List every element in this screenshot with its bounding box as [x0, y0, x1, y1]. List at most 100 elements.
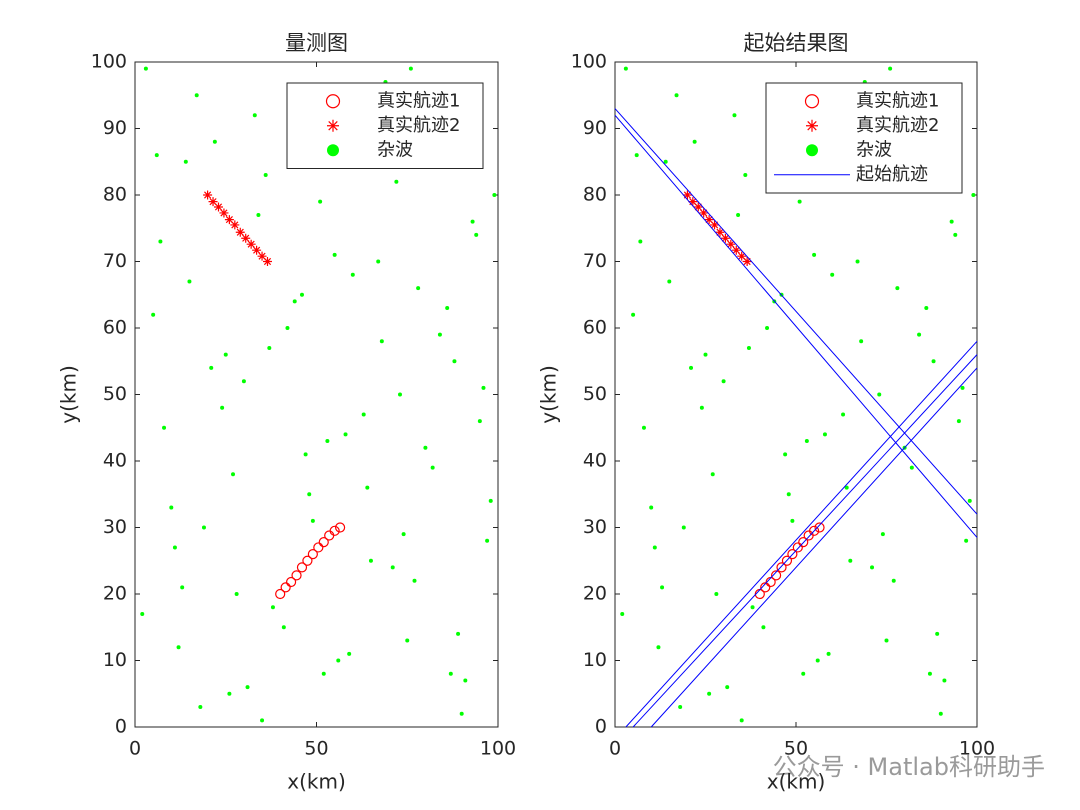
clutter-point	[180, 585, 185, 590]
clutter-point	[263, 173, 268, 178]
clutter-point	[347, 651, 352, 656]
track-point	[252, 245, 262, 255]
y-tick-label: 60	[583, 317, 607, 339]
legend-label: 真实航迹2	[377, 115, 460, 136]
y-tick-label: 90	[583, 117, 607, 139]
clutter-point	[891, 578, 896, 583]
clutter-point	[967, 498, 972, 503]
clutter-point	[220, 405, 225, 410]
clutter-point	[390, 565, 395, 570]
clutter-point	[151, 312, 156, 317]
clutter-point	[397, 392, 402, 397]
track-point	[296, 562, 308, 573]
clutter-point	[783, 452, 788, 457]
track-line	[614, 108, 978, 728]
track-point	[257, 251, 267, 261]
clutter-point	[815, 658, 820, 663]
track-point	[798, 537, 809, 548]
legend-label: 杂波	[856, 139, 892, 160]
clutter-point	[361, 412, 366, 417]
clutter-point	[445, 306, 450, 311]
clutter-point	[909, 465, 914, 470]
clutter-point	[162, 425, 167, 430]
y-tick-label: 10	[583, 649, 607, 671]
legend-swatch	[804, 94, 820, 109]
clutter-point	[169, 505, 174, 510]
clutter-point	[281, 625, 286, 630]
clutter-point	[379, 339, 384, 344]
clutter-point	[641, 425, 646, 430]
clutter-point	[140, 611, 145, 616]
y-tick-label: 30	[583, 516, 607, 538]
legend-swatch	[806, 119, 818, 132]
chart-title: 量测图	[285, 31, 348, 55]
track-point	[814, 522, 825, 533]
clutter-point	[485, 538, 490, 543]
clutter-point	[209, 365, 214, 370]
clutter-point	[350, 272, 355, 277]
clutter-point	[826, 651, 831, 656]
clutter-point	[880, 532, 885, 537]
clutter-point	[172, 545, 177, 550]
clutter-point	[746, 345, 751, 350]
clutter-point	[405, 638, 410, 643]
track-point	[313, 542, 324, 553]
clutter-point	[470, 219, 475, 224]
clutter-point	[801, 671, 806, 676]
clutter-point	[656, 645, 661, 650]
legend-box	[286, 82, 484, 169]
clutter-point	[227, 691, 232, 696]
clutter-point	[689, 365, 694, 370]
clutter-point	[234, 592, 239, 596]
track-point	[808, 525, 820, 536]
clutter-point	[231, 472, 236, 477]
clutter-point	[663, 159, 668, 164]
clutter-point	[241, 379, 246, 384]
legend-swatch	[327, 144, 339, 157]
clutter-point	[187, 279, 192, 284]
track-point	[307, 548, 318, 560]
clutter-point	[365, 485, 370, 490]
clutter-point	[267, 345, 272, 350]
clutter-point	[942, 678, 947, 683]
x-tick-label: 0	[609, 738, 621, 760]
track-point	[682, 190, 692, 200]
clutter-point	[692, 139, 697, 144]
clutter-point	[739, 718, 744, 723]
clutter-point	[416, 286, 421, 291]
clutter-point	[707, 691, 712, 696]
clutter-point	[198, 705, 203, 710]
y-tick-label: 20	[583, 583, 607, 605]
clutter-point	[750, 605, 755, 610]
y-tick-label: 60	[103, 317, 127, 339]
track-point	[213, 202, 223, 212]
clutter-point	[270, 605, 275, 610]
track-point	[781, 555, 793, 566]
clutter-point	[638, 239, 643, 244]
clutter-point	[949, 219, 954, 224]
clutter-point	[786, 492, 791, 497]
clutter-point	[699, 405, 704, 410]
clutter-point	[252, 113, 257, 118]
clutter-point	[474, 232, 479, 237]
clutter-point	[765, 326, 770, 330]
clutter-point	[960, 385, 965, 390]
track-point	[219, 208, 229, 218]
track-point	[699, 208, 709, 218]
y-tick-label: 50	[103, 383, 127, 405]
y-tick-label: 80	[103, 184, 127, 206]
y-tick-label: 100	[571, 51, 607, 73]
clutter-point	[877, 392, 882, 397]
clutter-point	[649, 505, 654, 510]
track-point	[285, 576, 297, 588]
track-point	[262, 257, 272, 266]
x-tick-label: 50	[304, 738, 328, 760]
track-point	[770, 570, 782, 581]
clutter-point	[917, 332, 922, 337]
y-tick-label: 70	[583, 250, 607, 272]
clutter-point	[477, 419, 482, 424]
clutter-point	[938, 711, 943, 716]
axes-box	[134, 61, 499, 728]
clutter-point	[285, 326, 290, 330]
